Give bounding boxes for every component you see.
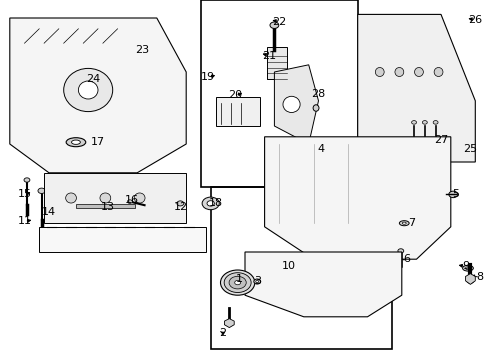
Ellipse shape: [449, 191, 458, 198]
Ellipse shape: [225, 322, 233, 326]
Ellipse shape: [466, 267, 470, 270]
Polygon shape: [10, 18, 186, 173]
Text: 7: 7: [408, 218, 415, 228]
Ellipse shape: [224, 273, 251, 292]
Polygon shape: [44, 173, 186, 223]
Text: 6: 6: [403, 254, 410, 264]
Text: 28: 28: [311, 89, 326, 99]
Text: 24: 24: [86, 74, 100, 84]
Ellipse shape: [235, 280, 241, 285]
Text: 13: 13: [101, 202, 115, 212]
Ellipse shape: [220, 270, 255, 295]
Polygon shape: [265, 137, 451, 259]
Text: 2: 2: [220, 328, 226, 338]
Text: 20: 20: [228, 90, 242, 100]
Ellipse shape: [466, 277, 474, 283]
Polygon shape: [274, 65, 318, 144]
Text: 11: 11: [18, 216, 31, 226]
Ellipse shape: [229, 276, 246, 289]
Text: 8: 8: [477, 272, 484, 282]
Ellipse shape: [399, 221, 409, 226]
Ellipse shape: [433, 121, 438, 124]
Bar: [216, 97, 260, 126]
Text: 14: 14: [42, 207, 56, 217]
Text: 23: 23: [135, 45, 149, 55]
Text: 21: 21: [263, 51, 276, 61]
Bar: [267, 47, 287, 79]
Ellipse shape: [313, 105, 319, 111]
Text: 25: 25: [464, 144, 477, 154]
Text: 17: 17: [91, 137, 105, 147]
Text: 9: 9: [462, 261, 469, 271]
Ellipse shape: [66, 138, 86, 147]
Ellipse shape: [202, 197, 219, 210]
Text: 18: 18: [209, 198, 222, 208]
Text: 15: 15: [18, 189, 31, 199]
Ellipse shape: [375, 68, 384, 77]
Text: 16: 16: [125, 195, 139, 205]
Ellipse shape: [256, 280, 259, 283]
Polygon shape: [39, 227, 206, 252]
Polygon shape: [245, 252, 402, 317]
Text: 5: 5: [452, 189, 459, 199]
Text: 26: 26: [468, 15, 482, 25]
Ellipse shape: [127, 200, 132, 203]
Ellipse shape: [100, 193, 111, 203]
Ellipse shape: [38, 188, 45, 194]
Ellipse shape: [434, 68, 443, 77]
Text: 3: 3: [254, 276, 261, 286]
Ellipse shape: [66, 193, 76, 203]
Ellipse shape: [415, 68, 423, 77]
Ellipse shape: [422, 121, 427, 124]
Text: 1: 1: [236, 274, 243, 284]
Ellipse shape: [270, 22, 279, 28]
Ellipse shape: [64, 68, 113, 112]
Ellipse shape: [463, 265, 473, 271]
Ellipse shape: [395, 68, 404, 77]
Polygon shape: [224, 319, 234, 328]
Text: 19: 19: [201, 72, 215, 82]
Ellipse shape: [72, 140, 80, 144]
Text: 27: 27: [434, 135, 448, 145]
Text: 10: 10: [282, 261, 296, 271]
Ellipse shape: [207, 201, 215, 206]
Text: 4: 4: [318, 144, 324, 154]
Ellipse shape: [134, 193, 145, 203]
Ellipse shape: [398, 249, 404, 253]
Ellipse shape: [412, 121, 416, 124]
Ellipse shape: [254, 279, 261, 284]
Ellipse shape: [402, 222, 406, 224]
Bar: [76, 204, 135, 208]
Polygon shape: [358, 14, 475, 162]
Polygon shape: [466, 274, 475, 284]
Ellipse shape: [24, 178, 30, 182]
Ellipse shape: [177, 201, 184, 206]
Text: 22: 22: [272, 17, 287, 27]
Ellipse shape: [78, 81, 98, 99]
Text: 12: 12: [174, 202, 188, 212]
Ellipse shape: [283, 96, 300, 113]
